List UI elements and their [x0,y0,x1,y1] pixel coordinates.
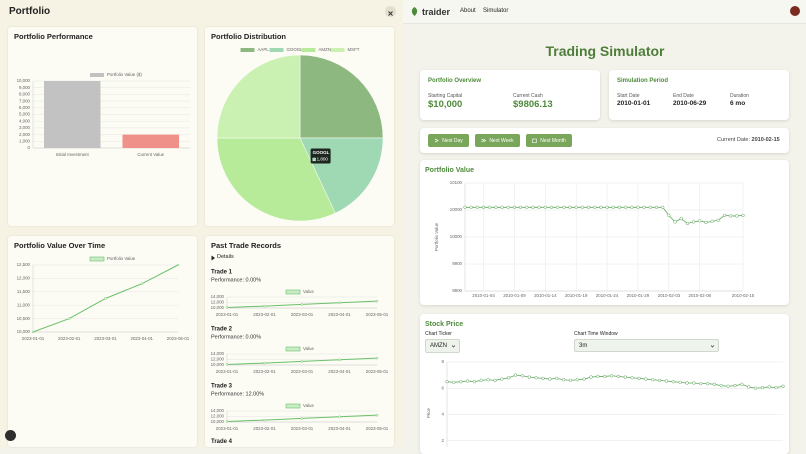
card [8,27,197,226]
button-label: Next Month [540,137,566,144]
disclosure-icon[interactable] [211,255,216,261]
card [205,236,394,447]
control-label: Chart Time Window [574,331,618,337]
stat-label: Start Date [617,93,640,99]
settings-icon[interactable] [5,430,16,441]
button-label: Next Week [489,137,514,144]
nav-link[interactable]: Simulator [483,8,509,14]
window-select[interactable]: 3m [574,339,719,352]
stat-value: $9806.13 [513,99,553,110]
card [420,160,789,305]
select-value: 3m [579,343,588,349]
section-title: Past Trade Records [211,241,282,250]
card [8,236,197,447]
card-title: Portfolio Overview [428,78,482,84]
details-toggle[interactable]: Details [217,254,234,260]
panel-title: Portfolio [9,6,51,17]
card [420,70,600,120]
chevron [710,345,715,348]
button[interactable]: Next Month [526,134,572,147]
stat-value: 2010-06-29 [673,100,707,107]
stat-label: Duration [730,93,749,99]
stat-value: 2010-01-01 [617,100,651,107]
current-date-value: 2010-02-15 [751,137,780,143]
button[interactable]: Next Day [428,134,469,147]
close-icon [388,11,393,16]
button-icon [481,138,487,143]
button-icon [435,138,440,143]
brand[interactable]: traider [422,7,451,17]
ticker-select[interactable]: AMZN [425,339,460,353]
button-icon [532,138,538,143]
current-date: Current Date: 2010-02-15 [717,137,780,143]
trade-title: Trade 4 [211,439,233,445]
stat-label: Starting Capital [428,93,463,99]
select-value: AMZN [430,343,447,349]
close-button[interactable] [385,6,396,17]
current-date-label: Current Date: [717,137,751,143]
button[interactable]: Next Week [475,134,520,147]
logo-icon [411,7,418,16]
stat-value: 6 mo [730,100,746,107]
control-label: Chart Ticker [425,331,452,337]
card-title: Simulation Period [617,78,669,84]
stat-label: Current Cash [513,93,543,99]
navbar [403,0,806,24]
chevron [451,345,456,348]
card [205,27,394,226]
stat-label: End Date [673,93,694,99]
stat-value: $10,000 [428,99,463,110]
avatar[interactable] [790,6,800,16]
nav-link[interactable]: About [460,8,476,14]
button-label: Next Day [442,137,463,144]
card [609,70,789,120]
page-title: Trading Simulator [545,43,665,59]
